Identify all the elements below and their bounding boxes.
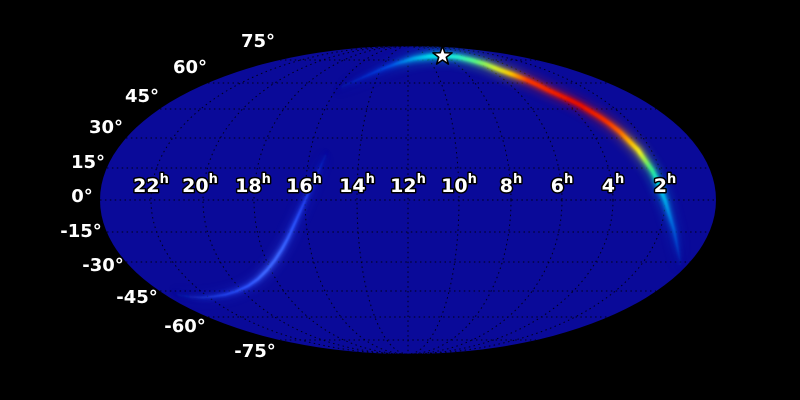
ra-label-sup: h bbox=[615, 172, 624, 187]
ra-label-20h: 20h bbox=[182, 172, 218, 197]
dec-label-45: 45° bbox=[125, 86, 159, 107]
band-north-core bbox=[333, 54, 682, 269]
ra-label-8h: 8h bbox=[500, 172, 523, 197]
dec-axis-labels: 75° 60° 45° 30° 15° 0° -15° -30° -45° -6… bbox=[59, 30, 278, 364]
ra-label-sup: h bbox=[366, 172, 375, 187]
ra-label-sup: h bbox=[417, 172, 426, 187]
dec-label-m45: -45° bbox=[116, 287, 158, 308]
ra-label-6h: 6h bbox=[551, 172, 574, 197]
star-marker-group bbox=[432, 45, 453, 65]
ra-label-number: 4 bbox=[602, 175, 615, 197]
ra-label-sup: h bbox=[667, 172, 676, 187]
dec-label-m60: -60° bbox=[164, 316, 206, 337]
ra-label-number: 12 bbox=[390, 175, 416, 197]
dec-label-m30: -30° bbox=[82, 255, 124, 276]
ra-label-number: 20 bbox=[182, 175, 208, 197]
sky-ellipse bbox=[100, 46, 716, 354]
dec-label-m15: -15° bbox=[60, 221, 102, 242]
dec-label-m75: -75° bbox=[234, 341, 276, 362]
ra-label-4h: 4h bbox=[602, 172, 625, 197]
ra-label-10h: 10h bbox=[441, 172, 477, 197]
ra-label-sup: h bbox=[262, 172, 271, 187]
ra-label-sup: h bbox=[313, 172, 322, 187]
ra-label-14h: 14h bbox=[339, 172, 375, 197]
dec-label-60: 60° bbox=[173, 57, 207, 78]
ra-label-number: 22 bbox=[133, 175, 159, 197]
meridian-4h-20h bbox=[202, 46, 614, 354]
ra-label-18h: 18h bbox=[235, 172, 271, 197]
ra-label-sup: h bbox=[160, 172, 169, 187]
ra-label-number: 2 bbox=[654, 175, 667, 197]
meridian-10h-14h bbox=[356, 46, 460, 354]
ra-label-sup: h bbox=[209, 172, 218, 187]
dec-label-0: 0° bbox=[71, 186, 93, 207]
dec-label-15: 15° bbox=[71, 152, 105, 173]
probability-band bbox=[166, 48, 688, 304]
ra-label-2h: 2h bbox=[654, 172, 677, 197]
ra-label-number: 16 bbox=[286, 175, 312, 197]
ra-label-sup: h bbox=[564, 172, 573, 187]
ra-label-sup: h bbox=[468, 172, 477, 187]
meridian-6h-18h bbox=[253, 46, 563, 354]
ra-label-number: 8 bbox=[500, 175, 513, 197]
ra-label-number: 10 bbox=[441, 175, 467, 197]
star-icon bbox=[432, 45, 453, 65]
ra-label-number: 18 bbox=[235, 175, 261, 197]
ra-label-12h: 12h bbox=[390, 172, 426, 197]
ra-axis-labels: 22h 20h 18h 16h 14h 12h 10h 8h 6h 4h 2h bbox=[132, 170, 678, 198]
ra-label-16h: 16h bbox=[286, 172, 322, 197]
ra-label-22h: 22h bbox=[133, 172, 169, 197]
dec-label-30: 30° bbox=[89, 117, 123, 138]
ra-label-sup: h bbox=[513, 172, 522, 187]
ra-label-number: 14 bbox=[339, 175, 365, 197]
band-south-core bbox=[171, 149, 329, 299]
ra-label-number: 6 bbox=[551, 175, 564, 197]
dec-label-75: 75° bbox=[241, 31, 275, 52]
